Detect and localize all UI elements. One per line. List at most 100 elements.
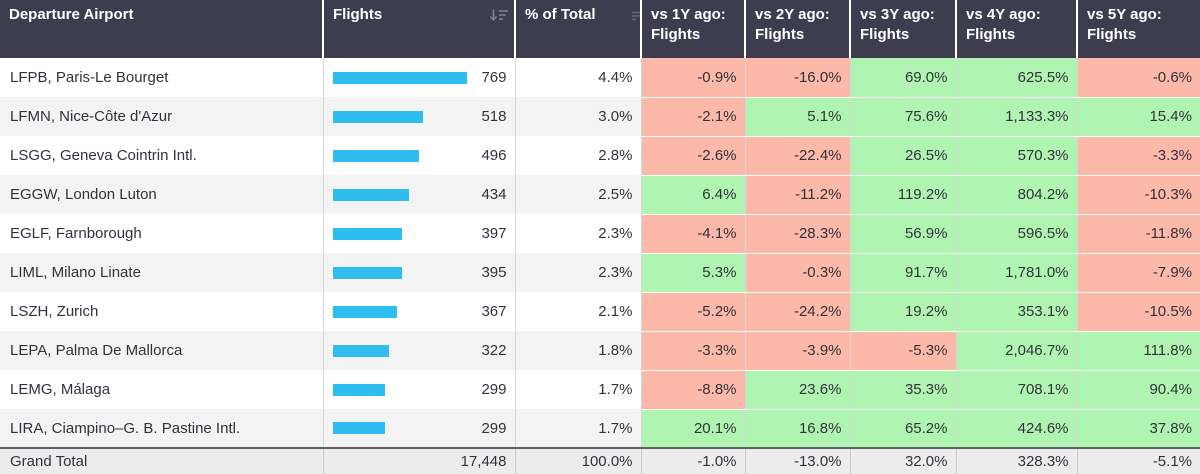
- vs3y-cell: 56.9%: [849, 214, 956, 254]
- vs4y-cell: 1,133.3%: [955, 97, 1077, 137]
- flights-value: 299: [481, 419, 507, 437]
- grand-total-flights: 17,448: [322, 447, 515, 474]
- vs5y-cell: 15.4%: [1076, 97, 1200, 137]
- sort-descending-icon[interactable]: [489, 8, 509, 28]
- vs5y-cell: -3.3%: [1076, 136, 1200, 176]
- flights-bar: [332, 71, 467, 84]
- vs3y-cell: 119.2%: [849, 175, 956, 215]
- vs1y-cell: 20.1%: [640, 409, 745, 449]
- pct-cell: 2.1%: [514, 292, 641, 331]
- table-row[interactable]: LFMN, Nice-Côte d'Azur 518 3.0% -2.1% 5.…: [0, 97, 1200, 137]
- pct-cell: 3.0%: [514, 97, 641, 136]
- pct-cell: 1.8%: [514, 331, 641, 370]
- airport-cell: LIRA, Ciampino–G. B. Pastine Intl.: [0, 409, 323, 448]
- grand-total-pct: 100.0%: [514, 447, 641, 474]
- flights-bar: [332, 110, 423, 123]
- flights-value: 518: [481, 108, 507, 125]
- flights-bar: [332, 149, 419, 162]
- flights-cell: 496: [322, 136, 515, 175]
- airport-cell: LSGG, Geneva Cointrin Intl.: [0, 136, 323, 175]
- flights-value: 322: [481, 342, 507, 359]
- vs3y-cell: 69.0%: [849, 58, 956, 98]
- column-header-vs-3y[interactable]: vs 3Y ago: Flights: [849, 0, 956, 58]
- flights-cell: 299: [322, 409, 515, 448]
- table-row[interactable]: LIML, Milano Linate 395 2.3% 5.3% -0.3% …: [0, 253, 1200, 293]
- column-header-flights[interactable]: Flights: [322, 0, 515, 58]
- table-row[interactable]: LSGG, Geneva Cointrin Intl. 496 2.8% -2.…: [0, 136, 1200, 176]
- flights-cell: 367: [322, 292, 515, 331]
- vs2y-cell: -0.3%: [744, 253, 850, 293]
- airport-cell: LEPA, Palma De Mallorca: [0, 331, 323, 370]
- vs3y-cell: 19.2%: [849, 292, 956, 332]
- vs5y-cell: -10.3%: [1076, 175, 1200, 215]
- column-label: Flights: [333, 6, 383, 23]
- vs2y-cell: -3.9%: [744, 331, 850, 371]
- flights-value: 299: [481, 381, 507, 398]
- vs5y-cell: -10.5%: [1076, 292, 1200, 332]
- column-label: % of Total: [525, 6, 596, 23]
- flights-cell: 322: [322, 331, 515, 370]
- table-row[interactable]: EGGW, London Luton 434 2.5% 6.4% -11.2% …: [0, 175, 1200, 215]
- vs5y-cell: -0.6%: [1076, 58, 1200, 98]
- vs1y-cell: 6.4%: [640, 175, 745, 215]
- pct-cell: 2.3%: [514, 214, 641, 253]
- vs3y-cell: 65.2%: [849, 409, 956, 449]
- vs4y-cell: 625.5%: [955, 58, 1077, 98]
- vs5y-cell: -7.9%: [1076, 253, 1200, 293]
- flights-cell: 518: [322, 97, 515, 136]
- flights-bar: [332, 344, 389, 357]
- vs3y-cell: 35.3%: [849, 370, 956, 410]
- grand-total-vs2y: -13.0%: [744, 447, 850, 474]
- flights-bar: [332, 227, 402, 240]
- airport-cell: LFMN, Nice-Côte d'Azur: [0, 97, 323, 136]
- column-header-pct-of-total[interactable]: % of Total: [514, 0, 641, 58]
- airport-cell: EGLF, Farnborough: [0, 214, 323, 253]
- pct-cell: 1.7%: [514, 409, 641, 448]
- airport-cell: LFPB, Paris-Le Bourget: [0, 58, 323, 97]
- table-row[interactable]: LEPA, Palma De Mallorca 322 1.8% -3.3% -…: [0, 331, 1200, 371]
- pct-cell: 1.7%: [514, 370, 641, 409]
- table-row[interactable]: LEMG, Málaga 299 1.7% -8.8% 23.6% 35.3% …: [0, 370, 1200, 410]
- column-header-vs-4y[interactable]: vs 4Y ago: Flights: [955, 0, 1077, 58]
- vs4y-cell: 353.1%: [955, 292, 1077, 332]
- flights-cell: 434: [322, 175, 515, 214]
- pct-cell: 2.3%: [514, 253, 641, 292]
- vs1y-cell: -3.3%: [640, 331, 745, 371]
- vs1y-cell: 5.3%: [640, 253, 745, 293]
- grand-total-label: Grand Total: [0, 447, 323, 474]
- column-header-departure-airport[interactable]: Departure Airport: [0, 0, 323, 58]
- table-body: LFPB, Paris-Le Bourget 769 4.4% -0.9% -1…: [0, 58, 1200, 474]
- flights-cell: 395: [322, 253, 515, 292]
- vs2y-cell: -22.4%: [744, 136, 850, 176]
- sort-lines-icon[interactable]: [632, 8, 641, 28]
- vs4y-cell: 708.1%: [955, 370, 1077, 410]
- flights-cell: 299: [322, 370, 515, 409]
- vs5y-cell: 90.4%: [1076, 370, 1200, 410]
- table-row[interactable]: LFPB, Paris-Le Bourget 769 4.4% -0.9% -1…: [0, 58, 1200, 98]
- column-header-vs-5y[interactable]: vs 5Y ago: Flights: [1076, 0, 1200, 58]
- vs2y-cell: -11.2%: [744, 175, 850, 215]
- table-row[interactable]: EGLF, Farnborough 397 2.3% -4.1% -28.3% …: [0, 214, 1200, 254]
- vs1y-cell: -0.9%: [640, 58, 745, 98]
- table-row[interactable]: LIRA, Ciampino–G. B. Pastine Intl. 299 1…: [0, 409, 1200, 449]
- column-header-vs-1y[interactable]: vs 1Y ago: Flights: [640, 0, 745, 58]
- pct-cell: 2.8%: [514, 136, 641, 175]
- vs1y-cell: -8.8%: [640, 370, 745, 410]
- vs2y-cell: 16.8%: [744, 409, 850, 449]
- flights-bar: [332, 266, 402, 279]
- vs1y-cell: -4.1%: [640, 214, 745, 254]
- flights-bar: [332, 305, 397, 318]
- vs4y-cell: 596.5%: [955, 214, 1077, 254]
- vs4y-cell: 804.2%: [955, 175, 1077, 215]
- vs1y-cell: -5.2%: [640, 292, 745, 332]
- grand-total-vs4y: 328.3%: [955, 447, 1077, 474]
- vs3y-cell: 91.7%: [849, 253, 956, 293]
- column-header-vs-2y[interactable]: vs 2Y ago: Flights: [744, 0, 850, 58]
- vs5y-cell: 111.8%: [1076, 331, 1200, 371]
- airport-cell: LSZH, Zurich: [0, 292, 323, 331]
- vs1y-cell: -2.6%: [640, 136, 745, 176]
- vs3y-cell: 75.6%: [849, 97, 956, 137]
- flights-value: 395: [481, 264, 507, 281]
- flights-value: 496: [481, 147, 507, 164]
- table-row[interactable]: LSZH, Zurich 367 2.1% -5.2% -24.2% 19.2%…: [0, 292, 1200, 332]
